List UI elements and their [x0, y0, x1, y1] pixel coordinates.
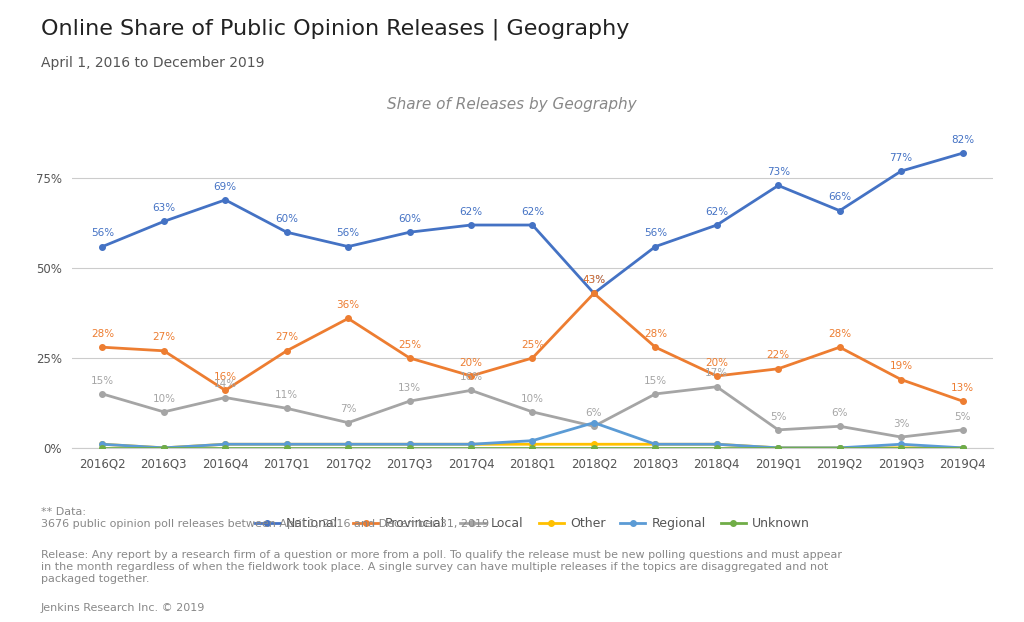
Text: 16%: 16%: [460, 372, 482, 382]
Text: 28%: 28%: [828, 329, 851, 339]
Text: April 1, 2016 to December 2019: April 1, 2016 to December 2019: [41, 56, 264, 70]
Text: 60%: 60%: [275, 214, 298, 224]
Text: Online Share of Public Opinion Releases | Geography: Online Share of Public Opinion Releases …: [41, 19, 630, 40]
Text: 15%: 15%: [644, 376, 667, 386]
Text: 10%: 10%: [153, 394, 175, 404]
Text: 27%: 27%: [275, 333, 298, 343]
Text: 22%: 22%: [767, 350, 790, 360]
Text: 56%: 56%: [337, 228, 359, 238]
Text: 60%: 60%: [398, 214, 421, 224]
Text: 15%: 15%: [91, 376, 114, 386]
Text: 6%: 6%: [586, 408, 602, 418]
Text: 19%: 19%: [890, 361, 912, 371]
Text: Share of Releases by Geography: Share of Releases by Geography: [387, 97, 637, 112]
Text: 77%: 77%: [890, 153, 912, 163]
Text: 14%: 14%: [214, 379, 237, 389]
Text: 56%: 56%: [644, 228, 667, 238]
Text: 66%: 66%: [828, 192, 851, 202]
Text: 13%: 13%: [951, 383, 974, 392]
Text: 56%: 56%: [91, 228, 114, 238]
Text: 62%: 62%: [460, 207, 482, 216]
Text: 17%: 17%: [706, 368, 728, 378]
Text: 43%: 43%: [583, 275, 605, 285]
Text: Jenkins Research Inc. © 2019: Jenkins Research Inc. © 2019: [41, 603, 206, 613]
Text: 36%: 36%: [337, 300, 359, 310]
Text: 25%: 25%: [398, 340, 421, 350]
Text: INSIGHT STRATEGY FOCUS: INSIGHT STRATEGY FOCUS: [936, 604, 1008, 609]
Text: 43%: 43%: [583, 275, 605, 285]
Text: 28%: 28%: [644, 329, 667, 339]
Text: 5%: 5%: [954, 412, 971, 422]
Legend: National, Provincial, Local, Other, Regional, Unknown: National, Provincial, Local, Other, Regi…: [250, 513, 815, 536]
Text: 82%: 82%: [951, 135, 974, 145]
Text: 5%: 5%: [770, 412, 786, 422]
Text: 20%: 20%: [706, 358, 728, 368]
Text: 28%: 28%: [91, 329, 114, 339]
Text: 20%: 20%: [460, 358, 482, 368]
Text: 16%: 16%: [214, 372, 237, 382]
Text: 73%: 73%: [767, 167, 790, 177]
Text: Release: Any report by a research firm of a question or more from a poll. To qua: Release: Any report by a research firm o…: [41, 550, 842, 583]
Text: 25%: 25%: [521, 340, 544, 350]
Text: 11%: 11%: [275, 390, 298, 400]
Text: 6%: 6%: [831, 408, 848, 418]
Text: 13%: 13%: [398, 383, 421, 392]
Text: 62%: 62%: [706, 207, 728, 216]
Text: JENKINS: JENKINS: [936, 580, 1006, 595]
Text: 3%: 3%: [893, 419, 909, 429]
Text: 69%: 69%: [214, 182, 237, 192]
Text: 62%: 62%: [521, 207, 544, 216]
Text: 27%: 27%: [153, 333, 175, 343]
Text: ** Data:
3676 public opinion poll releases between April 1, 2016 and December 31: ** Data: 3676 public opinion poll releas…: [41, 507, 489, 529]
Text: 10%: 10%: [521, 394, 544, 404]
Text: 63%: 63%: [153, 203, 175, 213]
Text: 7%: 7%: [340, 404, 356, 414]
